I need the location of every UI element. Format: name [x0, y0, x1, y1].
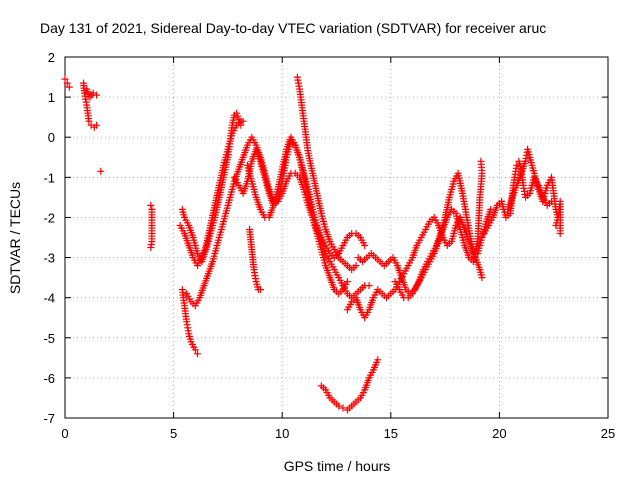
data-point — [85, 117, 93, 125]
x-tick-label: 5 — [170, 426, 177, 441]
data-point — [477, 157, 485, 165]
chart-title: Day 131 of 2021, Sidereal Day-to-day VTE… — [40, 20, 546, 36]
data-point — [234, 112, 242, 120]
data-point — [352, 262, 360, 270]
data-point — [343, 278, 351, 286]
data-point — [478, 274, 486, 282]
y-tick-label: -7 — [43, 411, 55, 426]
y-tick-label: -6 — [43, 371, 55, 386]
data-point — [361, 242, 369, 249]
data-point — [61, 75, 69, 83]
data-point — [239, 117, 247, 125]
data-point — [147, 244, 155, 251]
data-point — [233, 109, 241, 117]
data-point — [374, 356, 382, 364]
data-point — [556, 230, 564, 237]
data-point — [65, 83, 73, 91]
data-point — [93, 91, 100, 99]
data-point — [63, 79, 71, 87]
data-point — [487, 205, 495, 213]
y-tick-label: 2 — [48, 50, 55, 65]
y-tick-label: -4 — [43, 291, 55, 306]
x-tick-label: 0 — [61, 426, 68, 441]
data-point — [520, 184, 528, 192]
data-point — [511, 170, 519, 178]
x-tick-label: 10 — [275, 426, 289, 441]
data-point — [335, 402, 343, 410]
data-point — [236, 118, 244, 126]
y-axis-label: SDTVAR / TECUs — [7, 182, 23, 294]
data-point — [147, 201, 155, 209]
data-point — [93, 121, 100, 129]
data-point — [257, 286, 264, 294]
x-tick-label: 15 — [384, 426, 398, 441]
data-layer — [61, 73, 564, 414]
data-point — [97, 167, 105, 175]
y-tick-label: 1 — [48, 90, 55, 105]
y-tick-label: 0 — [48, 130, 55, 145]
axis-ticks: 0 5 10 15 20 25 -7 -6 -5 -4 -3 -2 -1 0 1 2 — [43, 50, 615, 441]
x-tick-label: 20 — [492, 426, 506, 441]
y-tick-label: -1 — [43, 170, 55, 185]
plot-frame — [64, 56, 609, 419]
gridlines — [65, 57, 608, 418]
data-point — [194, 350, 201, 358]
data-point — [365, 282, 373, 290]
data-point — [339, 404, 347, 412]
y-tick-label: -5 — [43, 331, 55, 346]
x-axis-label: GPS time / hours — [284, 458, 391, 474]
y-tick-label: -3 — [43, 251, 55, 266]
data-point — [191, 346, 199, 354]
y-tick-label: -2 — [43, 210, 55, 225]
x-tick-label: 25 — [601, 426, 615, 441]
